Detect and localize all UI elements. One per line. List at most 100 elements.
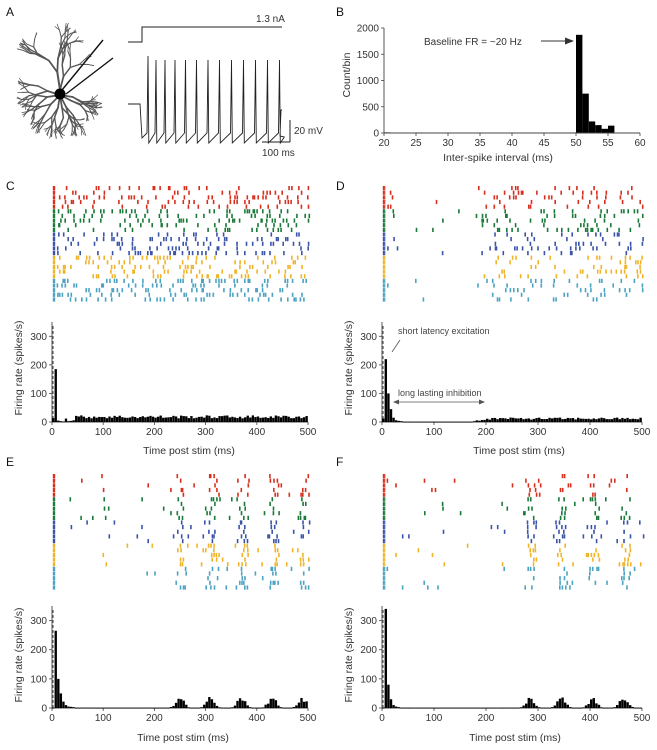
raster-spike (182, 199, 185, 205)
raster-spike (591, 534, 593, 539)
raster-spike (581, 195, 584, 200)
raster-spike (606, 580, 608, 585)
psth-bar (264, 704, 267, 708)
raster-spike (392, 209, 395, 214)
raster-spike (531, 585, 533, 590)
psth-bar (623, 700, 627, 708)
raster-spike (303, 297, 305, 302)
raster-spike (384, 492, 386, 497)
raster-spike (481, 223, 484, 228)
psth-bar (548, 707, 551, 709)
psth-bar (626, 702, 629, 708)
psth-bar (290, 707, 293, 709)
raster-spike (275, 557, 278, 562)
raster-spike (533, 534, 535, 539)
raster-spike (141, 525, 143, 530)
raster-spike (560, 251, 563, 256)
raster-spike (88, 288, 90, 293)
raster-spike (212, 199, 215, 205)
raster-spike (52, 297, 54, 302)
raster-spike (563, 292, 565, 297)
raster-spike (52, 283, 54, 288)
raster-spike (158, 213, 161, 218)
raster-spike (182, 218, 185, 223)
raster-spike (584, 227, 587, 232)
raster-spike (623, 515, 626, 520)
raster-spike (515, 255, 517, 260)
raster-spike (177, 190, 179, 195)
raster-spike (493, 195, 496, 200)
psth-e-x-label: Time post stim (ms) (137, 732, 229, 744)
raster-spike (114, 274, 116, 279)
psth-bar (566, 704, 569, 708)
raster-spike (483, 190, 486, 195)
raster-spike (187, 255, 189, 260)
raster-spike (459, 511, 462, 516)
raster-spike (103, 232, 105, 237)
dendrite-segment (39, 113, 46, 121)
psth-bar (67, 706, 70, 708)
raster-spike (382, 264, 384, 270)
raster-spike (557, 562, 560, 567)
dendrite-segment (86, 64, 94, 66)
raster-spike (491, 292, 494, 297)
raster-spike (52, 237, 54, 242)
raster-spike (211, 557, 213, 562)
raster-spike (52, 190, 54, 195)
raster-spike (271, 292, 274, 297)
raster-spike (97, 297, 99, 302)
raster-spike (577, 199, 580, 205)
psth-bar (251, 415, 255, 422)
raster-spike (641, 283, 644, 288)
dendrite-segment (66, 115, 70, 125)
panel-label-e: E (6, 455, 14, 469)
raster-spike (228, 227, 231, 232)
raster-spike (179, 543, 182, 548)
raster-spike (539, 483, 542, 488)
raster-spike (251, 227, 253, 232)
psth-bar (159, 415, 162, 422)
psth-bar (195, 417, 198, 422)
raster-spike (305, 501, 307, 506)
raster-spike (223, 237, 226, 242)
raster-spike (585, 552, 588, 558)
psth-bar (261, 707, 265, 709)
raster-spike (209, 511, 211, 516)
raster-spike (593, 552, 596, 558)
raster-spike (533, 520, 535, 525)
raster-spike (623, 209, 625, 214)
dendrite-segment (88, 107, 93, 115)
raster-spike (177, 497, 180, 502)
raster-spike (216, 576, 219, 581)
raster-spike (181, 487, 184, 493)
raster-spike (58, 195, 61, 200)
raster-spike (382, 585, 384, 590)
raster-spike (196, 543, 198, 548)
raster-spike (291, 186, 293, 191)
raster-spike (188, 190, 190, 195)
raster-spike (244, 260, 246, 265)
dendrite-segment (61, 63, 65, 78)
raster-spike (64, 283, 67, 288)
psth-bar (118, 707, 121, 709)
raster-spike (106, 278, 108, 283)
raster-spike (279, 288, 281, 293)
raster-spike (534, 543, 536, 548)
psth-bar (118, 415, 121, 422)
raster-spike (231, 213, 233, 218)
panelF-psth-y-tick-label: 200 (360, 645, 377, 656)
psth-bar (90, 418, 93, 422)
raster-spike (141, 283, 144, 288)
raster-spike (272, 241, 275, 246)
raster-spike (252, 195, 254, 200)
raster-spike (101, 474, 103, 479)
raster-spike (166, 223, 169, 228)
raster-spike (89, 292, 92, 297)
panelD-psth-y-tick-label: 0 (371, 418, 377, 429)
panelF-psth-x-tick-label: 400 (582, 713, 599, 724)
raster-spike (54, 557, 56, 562)
dendrite-segment (67, 113, 76, 121)
raster-spike (263, 278, 266, 283)
psth-bar (208, 697, 211, 708)
raster-spike (185, 292, 188, 297)
